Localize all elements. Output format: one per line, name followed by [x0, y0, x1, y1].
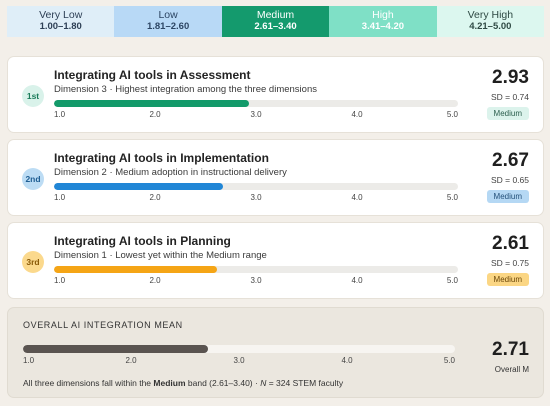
- overall-panel: OVERALL AI INTEGRATION MEAN 1.0 2.0 3.0 4.0…: [7, 307, 544, 398]
- legend-band-label: Very Low: [39, 9, 83, 21]
- legend-band-label: Very High: [467, 9, 514, 21]
- mean-bar-track: [54, 266, 458, 273]
- scale-tick: 3.0: [250, 276, 262, 285]
- scale-tick: 4.0: [351, 276, 363, 285]
- band-pill: Medium: [486, 273, 529, 286]
- scale-tick: 1.0: [54, 276, 66, 285]
- note-middle: band (2.61–3.40) ·: [185, 378, 261, 388]
- dimension-card: 3rd Integrating AI tools in Planning Dim…: [7, 222, 544, 299]
- mean-bar-fill: [54, 183, 223, 190]
- rank-badge: 3rd: [22, 251, 44, 273]
- band-legend: Very Low 1.00–1.80 Low 1.81–2.60 Medium 2.61–…: [7, 6, 545, 37]
- scale-tick: 2.0: [149, 110, 161, 119]
- legend-band-range: 2.61–3.40: [254, 21, 297, 32]
- legend-band-label: Medium: [256, 9, 295, 21]
- rank-badge: 2nd: [22, 168, 44, 190]
- dimension-title: Integrating AI tools in Planning: [54, 234, 231, 248]
- dimension-title: Integrating AI tools in Implementation: [54, 151, 269, 165]
- scale-tick: 5.0: [446, 276, 458, 285]
- mean-bar-track: [54, 183, 458, 190]
- legend-band-3: High 3.41–4.20: [329, 6, 437, 37]
- overall-scale-tick: 1.0: [23, 356, 35, 365]
- scale-tick: 5.0: [446, 193, 458, 202]
- scale-tick: 5.0: [446, 110, 458, 119]
- overall-scale-tick: 2.0: [125, 356, 137, 365]
- mean-value: 2.93: [492, 67, 529, 88]
- scale-tick: 4.0: [351, 193, 363, 202]
- overall-scale-tick: 5.0: [443, 356, 455, 365]
- note-prefix: All three dimensions fall within the: [23, 378, 154, 388]
- overall-mean-value: 2.71: [492, 339, 529, 360]
- scale-tick: 1.0: [54, 193, 66, 202]
- mean-value: 2.67: [492, 150, 529, 171]
- overall-bar-fill: [23, 345, 208, 353]
- dimension-card: 1st Integrating AI tools in Assessment D…: [7, 56, 544, 133]
- mean-bar-fill: [54, 100, 249, 107]
- band-pill: Medium: [486, 190, 529, 203]
- scale-ticks: 1.0 2.0 3.0 4.0 5.0: [54, 276, 458, 288]
- legend-band-range: 3.41–4.20: [361, 21, 405, 32]
- scale-tick: 2.0: [149, 193, 161, 202]
- legend-band-range: 1.81–2.60: [146, 21, 190, 32]
- dimension-card: 2nd Integrating AI tools in Implementati…: [7, 139, 544, 216]
- scale-ticks: 1.0 2.0 3.0 4.0 5.0: [54, 110, 458, 122]
- dimension-subtitle: Dimension 2 · Medium adoption in instruc…: [54, 167, 287, 178]
- note-suffix: = 324 STEM faculty: [266, 378, 344, 388]
- sd-value: SD = 0.65: [490, 175, 529, 185]
- overall-bar-track: [23, 345, 455, 353]
- mean-bar-fill: [54, 266, 217, 273]
- scale-tick: 3.0: [250, 193, 262, 202]
- note-n: N: [260, 378, 267, 388]
- mean-value: 2.61: [492, 233, 529, 254]
- legend-band-1: Low 1.81–2.60: [114, 6, 222, 37]
- overall-note: All three dimensions fall within the Med…: [23, 378, 343, 388]
- legend-band-4: Very High 4.21–5.00: [436, 6, 545, 37]
- scale-tick: 3.0: [250, 110, 262, 119]
- sd-value: SD = 0.75: [490, 258, 529, 268]
- legend-band-2: Medium 2.61–3.40: [221, 6, 330, 37]
- sd-value: SD = 0.74: [490, 92, 529, 102]
- legend-band-range: 4.21–5.00: [469, 21, 512, 32]
- rank-badge: 1st: [22, 85, 44, 107]
- dimension-subtitle: Dimension 1 · Lowest yet within the Medi…: [54, 250, 267, 261]
- overall-scale-tick: 4.0: [341, 356, 353, 365]
- scale-tick: 1.0: [54, 110, 66, 119]
- overall-scale-ticks: 1.0 2.0 3.0 4.0 5.0: [23, 356, 455, 368]
- scale-ticks: 1.0 2.0 3.0 4.0 5.0: [54, 193, 458, 205]
- legend-band-label: High: [372, 9, 394, 21]
- legend-band-0: Very Low 1.00–1.80: [7, 6, 115, 37]
- band-pill: Medium: [486, 107, 529, 120]
- overall-mean-label: Overall M: [494, 365, 529, 374]
- note-band: Medium: [153, 378, 186, 388]
- overall-title: OVERALL AI INTEGRATION MEAN: [23, 320, 183, 330]
- overall-scale-tick: 3.0: [233, 356, 245, 365]
- mean-bar-track: [54, 100, 458, 107]
- legend-band-range: 1.00–1.80: [39, 21, 82, 32]
- dimension-subtitle: Dimension 3 · Highest integration among …: [54, 84, 317, 95]
- dimension-title: Integrating AI tools in Assessment: [54, 68, 251, 82]
- scale-tick: 2.0: [149, 276, 161, 285]
- scale-tick: 4.0: [351, 110, 363, 119]
- legend-band-label: Low: [158, 9, 178, 21]
